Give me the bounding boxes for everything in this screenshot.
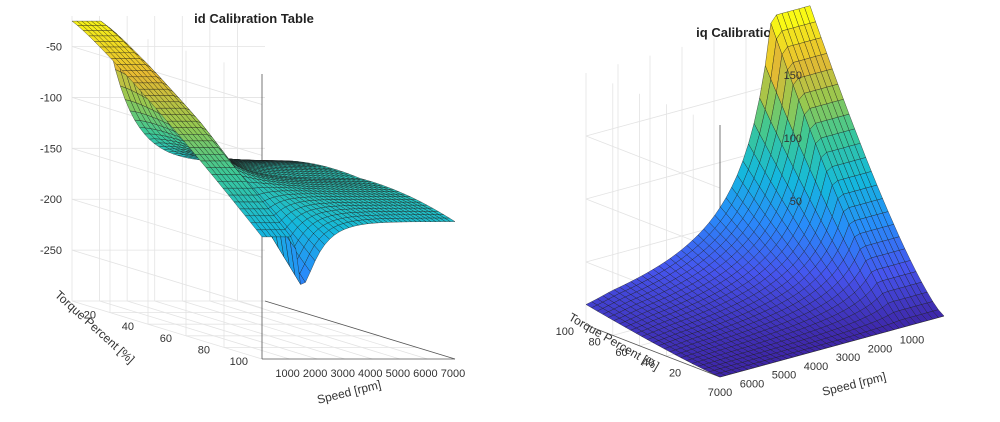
x-tick-label: 4000	[358, 368, 382, 380]
x-tick-label: 2000	[868, 343, 892, 355]
id-surface-mesh	[71, 20, 456, 285]
z-gridline	[71, 198, 263, 258]
z-tick-label: -250	[40, 245, 62, 257]
z-tick-label: 100	[784, 133, 802, 145]
x-gridline	[99, 300, 290, 360]
x-gridline	[182, 300, 373, 360]
id-xlabel: Speed [rpm]	[316, 377, 383, 406]
y-tick-label: 80	[589, 336, 601, 348]
iq-surface-mesh	[585, 5, 945, 378]
y-tick-label: 40	[122, 321, 134, 333]
z-tick-label: -50	[46, 42, 62, 54]
y-tick-label: 80	[198, 344, 210, 356]
x-tick-label: 5000	[386, 368, 410, 380]
surface-patch	[256, 229, 268, 238]
iq-xlabel: Speed [rpm]	[821, 369, 888, 398]
z-tick-label: 50	[790, 196, 802, 208]
x-tick-label: 3000	[836, 352, 860, 364]
x-tick-label: 7000	[441, 368, 465, 380]
z-tick-label: -150	[40, 143, 62, 155]
id-tick-labels: 1000 2000 3000 4000 5000 6000 7000 20 40 60 80 100 -…	[40, 42, 465, 380]
z-tick-label: 150	[784, 70, 802, 82]
z-gridline	[71, 46, 263, 105]
y-tick-label: 100	[230, 356, 248, 368]
y-tick-label: 20	[84, 310, 96, 322]
x-tick-label: 7000	[708, 387, 732, 399]
z-tick-label: -100	[40, 92, 62, 104]
box-edge	[71, 300, 263, 360]
y-axis	[585, 324, 721, 378]
x-tick-label: 6000	[413, 368, 437, 380]
y-tick-label: 60	[615, 347, 627, 359]
x-tick-label: 1000	[900, 335, 924, 347]
x-tick-label: 6000	[740, 378, 764, 390]
y-tick-label: 60	[160, 333, 172, 345]
iq-tick-labels: 1000 2000 3000 4000 5000 6000 7000 20 40 60 80 100 5…	[556, 70, 925, 399]
x-tick-label: 2000	[303, 368, 327, 380]
y-tick-label: 20	[669, 368, 681, 380]
surface-patch	[713, 372, 727, 378]
x-tick-label: 4000	[804, 361, 828, 373]
x-tick-label: 1000	[275, 368, 299, 380]
id-chart-title: id Calibration Table	[194, 11, 314, 26]
z-gridline	[585, 135, 721, 189]
x-gridline	[127, 300, 318, 360]
box-edge	[264, 300, 456, 360]
x-gridline	[209, 300, 400, 360]
x-gridline	[154, 300, 345, 360]
y-tick-label: 40	[642, 357, 654, 369]
z-tick-label: -200	[40, 194, 62, 206]
x-tick-label: 3000	[330, 368, 354, 380]
y-tick-label: 100	[556, 326, 574, 338]
x-gridline	[237, 300, 428, 360]
z-gridline	[71, 249, 263, 309]
x-tick-label: 5000	[772, 370, 796, 382]
